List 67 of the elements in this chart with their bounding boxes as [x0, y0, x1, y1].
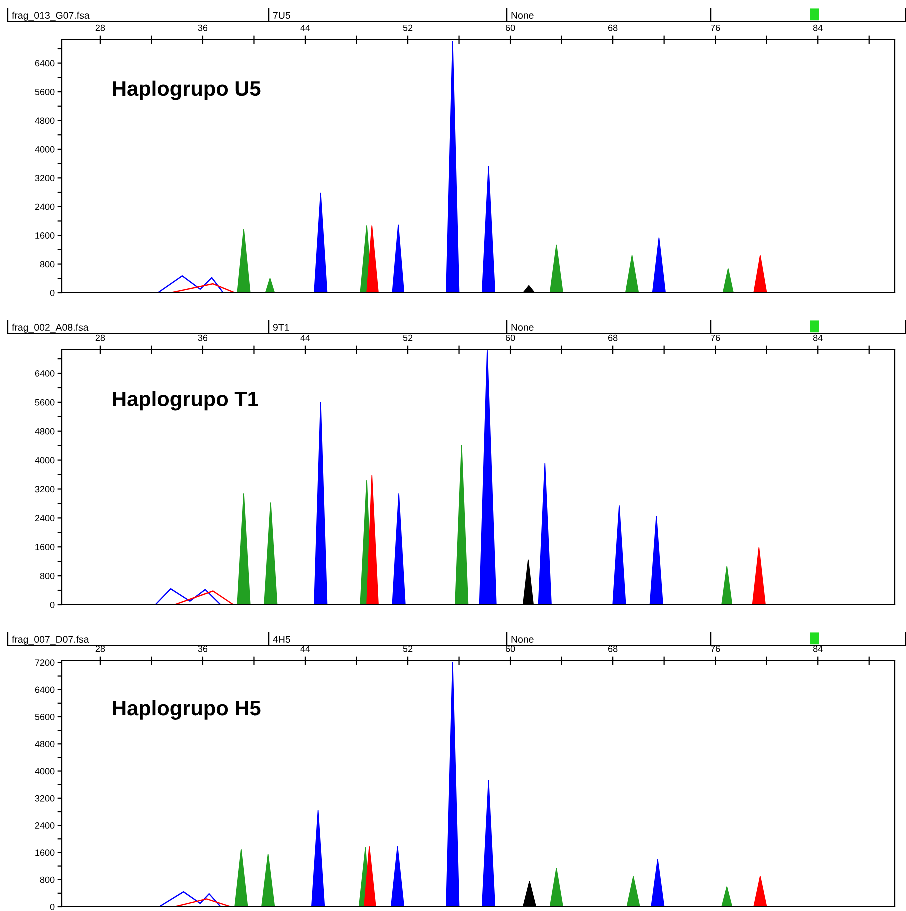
x-tick-label: 76: [711, 646, 720, 652]
y-tick-label: 1600: [36, 850, 55, 856]
x-tick-label: 28: [96, 646, 106, 652]
x-tick-label: 52: [403, 646, 413, 652]
y-tick-label: 2400: [35, 822, 55, 829]
x-tick-label: 36: [198, 334, 208, 342]
x-tick-label: 68: [608, 24, 618, 32]
x-tick-label: 28: [96, 334, 106, 342]
y-tick-label: 5600: [35, 399, 55, 406]
line-series: [157, 276, 224, 293]
x-tick-label: 76: [711, 334, 720, 342]
y-tick-label: 6400: [35, 686, 55, 694]
x-tick-label: 36: [198, 646, 208, 652]
y-tick-label: 800: [40, 261, 55, 268]
x-tick-label: 68: [608, 646, 618, 652]
y-tick-label: 6400: [35, 60, 55, 67]
line-series: [154, 588, 222, 605]
x-tick-label: 52: [403, 24, 413, 32]
x-tick-label: 68: [608, 334, 618, 342]
text: 4H5: [273, 636, 290, 644]
line-series: [158, 891, 222, 907]
y-tick-label: 4000: [35, 146, 55, 153]
y-tick-label: 1600: [36, 544, 55, 550]
text: Haplogrupo T1: [113, 391, 258, 411]
y-tick-label: 4800: [35, 428, 55, 435]
y-tick-label: 3200: [35, 795, 55, 802]
x-tick-label: 60: [506, 24, 516, 32]
x-tick-label: 36: [198, 24, 208, 32]
y-tick-label: 4000: [35, 768, 55, 775]
y-tick-label: 3200: [35, 175, 55, 182]
y-tick-label: 4800: [35, 118, 55, 124]
x-tick-label: 60: [506, 646, 516, 652]
y-tick-label: 3200: [35, 486, 55, 493]
text: Haplogrupo H5: [113, 700, 261, 720]
y-tick-label: 0: [50, 290, 55, 296]
x-tick-label: 84: [813, 646, 823, 652]
y-tick-label: 0: [50, 602, 55, 608]
text: None: [512, 324, 534, 332]
y-tick-label: 1600: [36, 232, 55, 239]
text: frag_013_G07.fsa: [12, 12, 90, 21]
x-tick-label: 28: [96, 24, 106, 32]
text: 9T1: [273, 324, 290, 332]
y-tick-label: 800: [40, 876, 55, 884]
y-tick-label: 5600: [35, 89, 55, 96]
x-tick-label: 84: [813, 24, 823, 32]
x-tick-label: 44: [300, 646, 310, 652]
x-tick-label: 52: [403, 334, 413, 342]
x-tick-label: 44: [300, 334, 310, 342]
x-tick-label: 44: [300, 24, 310, 32]
y-tick-label: 0: [50, 904, 55, 910]
text: 7U5: [274, 12, 290, 20]
x-tick-label: 60: [506, 334, 516, 342]
y-tick-label: 4800: [35, 741, 55, 748]
text: None: [512, 12, 534, 20]
y-tick-label: 6400: [35, 370, 55, 377]
text: frag_007_D07.fsa: [12, 636, 90, 645]
y-tick-label: 2400: [35, 204, 55, 210]
y-tick-label: 800: [40, 573, 55, 580]
x-tick-label: 84: [813, 334, 823, 342]
y-tick-label: 5600: [35, 714, 55, 720]
y-tick-label: 7200: [35, 660, 55, 666]
y-tick-label: 4000: [35, 457, 55, 464]
text: frag_002_A08.fsa: [12, 324, 89, 333]
text: Haplogrupo U5: [113, 80, 261, 100]
x-tick-label: 76: [711, 24, 720, 32]
text: None: [512, 636, 534, 644]
y-tick-label: 2400: [35, 515, 55, 522]
